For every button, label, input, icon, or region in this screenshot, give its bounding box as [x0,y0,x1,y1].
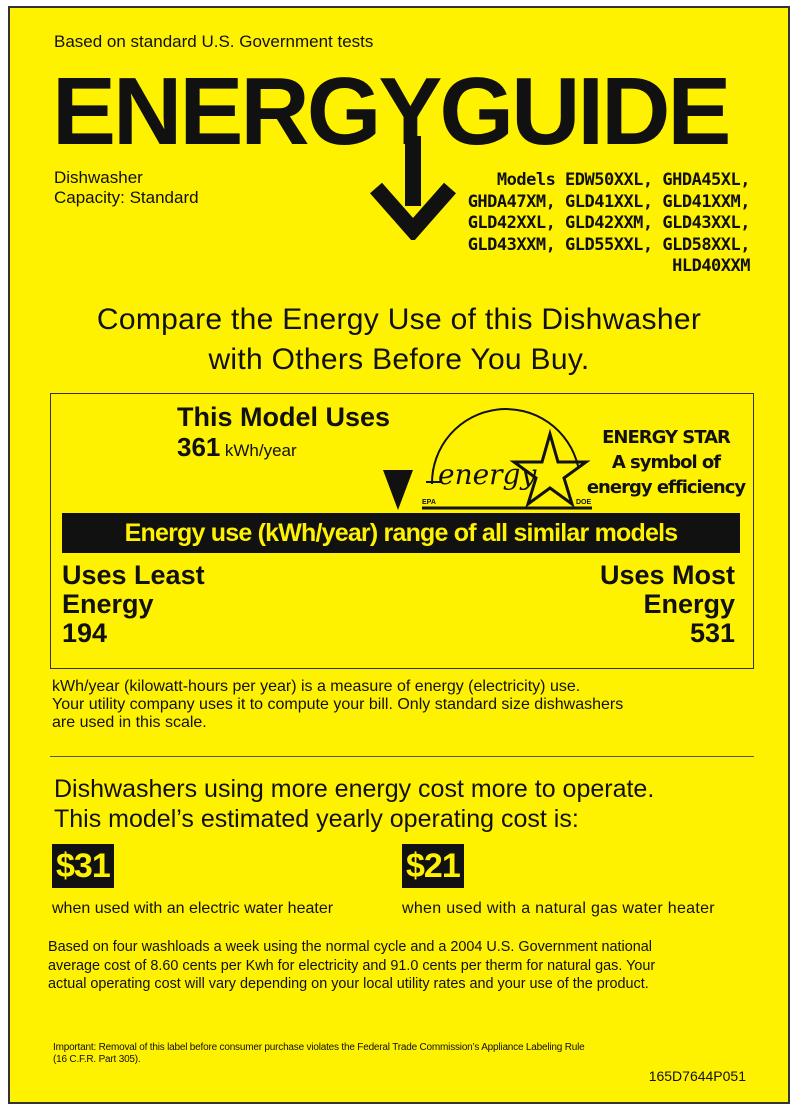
least-label: Uses Least [62,560,205,590]
usage-unit: kWh/year [224,441,297,460]
divider [50,756,754,757]
capacity: Capacity: Standard [54,188,199,207]
basis-line: actual operating cost will vary dependin… [48,976,649,992]
explanation-line: Your utility company uses it to compute … [52,696,624,713]
appliance-info: Dishwasher Capacity: Standard [54,168,304,208]
compare-line: Compare the Energy Use of this Dishwashe… [96,303,702,336]
gas-cost-label: when used with a natural gas water heate… [402,900,715,917]
important-line: (16 C.F.R. Part 305). [53,1054,141,1065]
most-value: 531 [689,618,735,648]
tests-note: Based on standard U.S. Government tests [54,32,374,51]
model-line: GHDA47XM, GLD41XXL, GLD41XXM, [467,191,751,212]
model-marker-icon [382,470,413,510]
gas-cost: $21 [402,844,464,888]
model-usage: 361 kWh/year [177,432,297,463]
cost-basis: Based on four washloads a week using the… [48,938,758,994]
arrow-down-icon [369,136,457,240]
basis-line: Based on four washloads a week using the… [48,939,652,955]
energy-star-line: A symbol of [611,452,721,473]
basis-line: average cost of 8.60 cents per Kwh for e… [48,957,656,974]
svg-text:EPA: EPA [422,499,436,506]
energy-use-box [50,393,754,669]
appliance-type: Dishwasher [54,168,143,187]
model-line: Models EDW50XXL, GHDA45XL, [496,170,751,190]
energy-star-line: energy efficiency [586,477,746,498]
important-line: Important: Removal of this label before … [53,1042,585,1053]
most-label: Energy [643,589,735,619]
explanation-line: are used in this scale. [52,714,207,731]
most-label: Uses Most [599,560,735,590]
compare-heading: Compare the Energy Use of this Dishwashe… [10,300,788,380]
energy-star-line: ENERGY STAR [602,427,731,448]
label-code: 165D7644P051 [648,1068,746,1084]
electric-cost-label: when used with an electric water heater [52,900,334,917]
energyguide-title: ENERGYGUIDE [52,58,731,165]
energy-star-logo: energy EPA DOE [422,408,592,510]
model-line: GLD42XXL, GLD42XXM, GLD43XXL, [467,213,751,233]
kwh-explanation: kWh/year (kilowatt-hours per year) is a … [52,678,754,732]
energyguide-label: Based on standard U.S. Government tests … [8,6,790,1104]
range-title-bar: Energy use (kWh/year) range of all simil… [62,513,740,553]
model-line: GLD43XXM, GLD55XXL, GLD58XXL, [467,234,751,255]
least-label: Energy [62,589,154,619]
svg-text:DOE: DOE [576,499,592,506]
uses-least: Uses Least Energy 194 [62,561,205,648]
least-value: 194 [62,618,108,648]
model-list: Models EDW50XXL, GHDA45XL, GHDA47XM, GLD… [467,170,751,278]
model-uses-heading: This Model Uses [177,402,391,432]
cost-heading-line: Dishwashers using more energy cost more … [54,775,655,803]
uses-most: Uses Most Energy 531 [600,561,735,648]
energy-star-caption: ENERGY STAR A symbol of energy efficienc… [586,425,746,500]
cost-heading-line: This model’s estimated yearly operating … [54,805,579,833]
electric-cost: $31 [52,844,114,888]
model-line: HLD40XXM [672,256,750,276]
important-note: Important: Removal of this label before … [53,1042,753,1066]
usage-value: 361 [177,432,221,462]
cost-heading: Dishwashers using more energy cost more … [54,774,754,834]
explanation-line: kWh/year (kilowatt-hours per year) is a … [52,678,581,695]
svg-text:energy: energy [438,458,537,491]
compare-line: with Others Before You Buy. [208,343,590,376]
